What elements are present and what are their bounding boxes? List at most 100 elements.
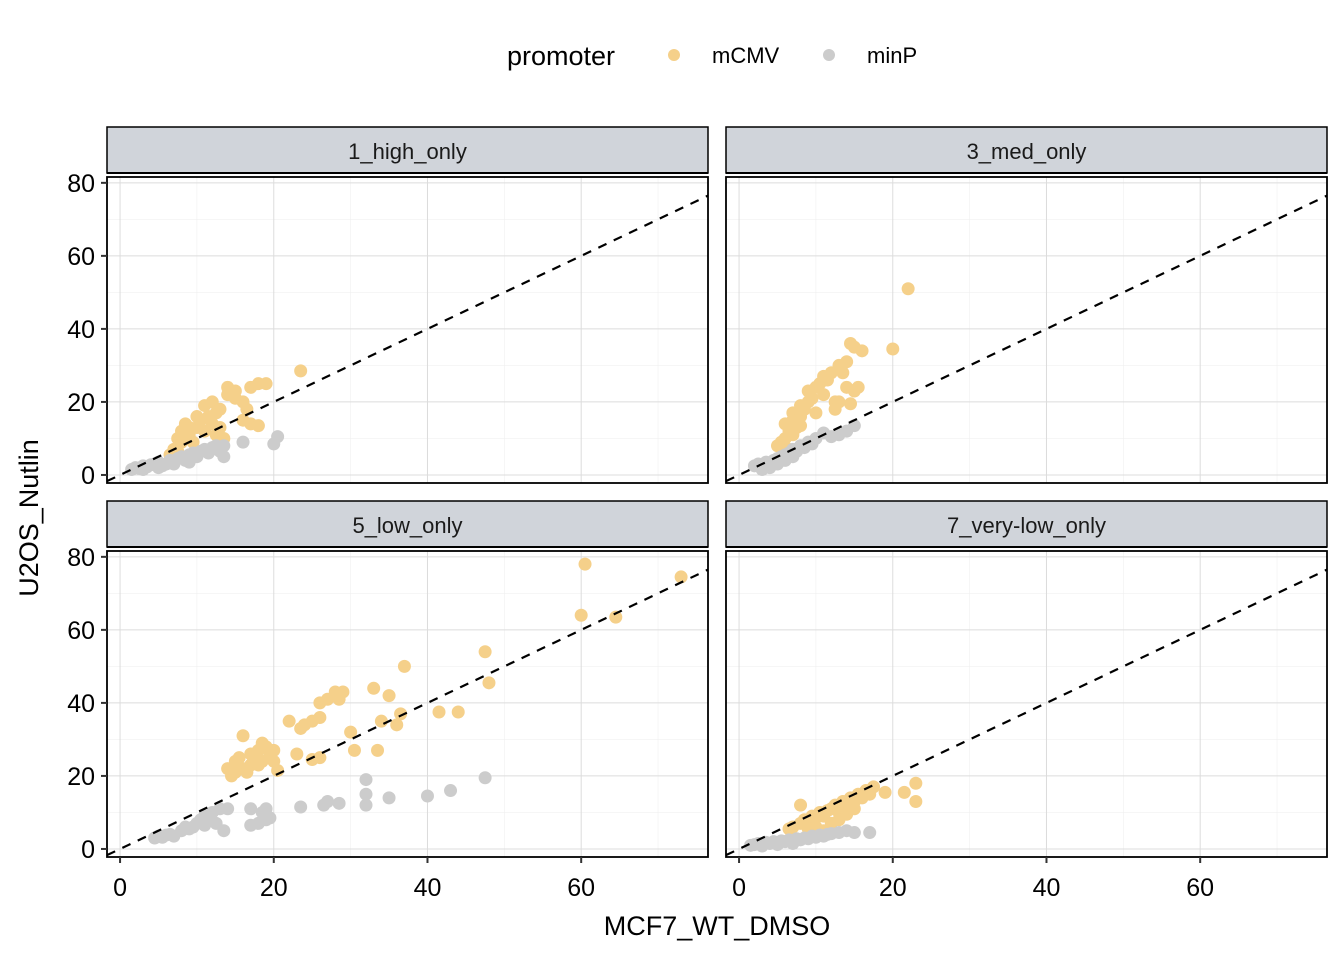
point-mCMV bbox=[832, 395, 846, 409]
legend-label-mcmv: mCMV bbox=[712, 43, 780, 68]
point-mCMV bbox=[190, 410, 204, 424]
point-minP bbox=[420, 789, 434, 803]
point-mCMV bbox=[374, 714, 388, 728]
point-minP bbox=[221, 802, 235, 816]
point-mCMV bbox=[817, 388, 831, 402]
point-mCMV bbox=[347, 743, 361, 757]
point-mCMV bbox=[313, 751, 327, 765]
point-mCMV bbox=[371, 743, 385, 757]
point-minP bbox=[359, 798, 373, 812]
point-minP bbox=[167, 457, 181, 471]
y-tick-label: 60 bbox=[67, 243, 95, 271]
x-tick-label: 60 bbox=[567, 874, 595, 902]
point-mCMV bbox=[805, 391, 819, 405]
legend-title: promoter bbox=[507, 41, 615, 71]
point-minP bbox=[217, 824, 231, 838]
point-minP bbox=[478, 771, 492, 785]
point-mCMV bbox=[897, 785, 911, 799]
identity-reference-line bbox=[725, 568, 1328, 857]
y-tick-label: 0 bbox=[81, 462, 95, 490]
point-mCMV bbox=[382, 689, 396, 703]
panel-border bbox=[725, 550, 1328, 858]
point-mCMV bbox=[236, 729, 250, 743]
point-mCMV bbox=[251, 419, 265, 433]
x-tick-label: 0 bbox=[732, 874, 746, 902]
point-mCMV bbox=[832, 813, 846, 827]
point-minP bbox=[359, 787, 373, 801]
y-tick-label: 40 bbox=[67, 690, 95, 718]
point-minP bbox=[217, 450, 231, 464]
y-tick-label: 20 bbox=[67, 763, 95, 791]
point-minP bbox=[755, 839, 769, 853]
y-tick-label: 80 bbox=[67, 544, 95, 572]
point-minP bbox=[217, 439, 231, 453]
point-mCMV bbox=[794, 419, 808, 433]
point-mCMV bbox=[367, 681, 381, 695]
y-axis-title: U2OS_Nutlin bbox=[14, 439, 44, 597]
x-tick-label: 40 bbox=[1033, 874, 1061, 902]
point-mCMV bbox=[867, 780, 881, 794]
point-minP bbox=[271, 430, 285, 444]
point-mCMV bbox=[313, 711, 327, 725]
point-mCMV bbox=[909, 794, 923, 808]
point-minP bbox=[770, 838, 784, 852]
point-mCMV bbox=[294, 364, 308, 378]
point-mCMV bbox=[255, 754, 269, 768]
point-mCMV bbox=[394, 707, 408, 721]
x-tick-label: 60 bbox=[1186, 874, 1214, 902]
point-mCMV bbox=[786, 428, 800, 442]
y-tick-label: 60 bbox=[67, 617, 95, 645]
point-mCMV bbox=[344, 725, 358, 739]
point-mCMV bbox=[451, 705, 465, 719]
x-tick-label: 20 bbox=[879, 874, 907, 902]
point-minP bbox=[321, 794, 335, 808]
point-mCMV bbox=[901, 282, 915, 296]
panel-border bbox=[106, 550, 709, 858]
point-mCMV bbox=[609, 610, 623, 624]
y-tick-label: 0 bbox=[81, 836, 95, 864]
facet-panel-1_high_only: 1_high_only 0 20 40 60 80 bbox=[67, 126, 709, 490]
identity-reference-line bbox=[725, 194, 1328, 483]
point-mCMV bbox=[259, 377, 273, 391]
x-tick-label: 40 bbox=[414, 874, 442, 902]
facet-strip-label: 3_med_only bbox=[967, 139, 1087, 164]
facet-panel-3_med_only: 3_med_only bbox=[725, 126, 1328, 484]
legend: promoter mCMV minP bbox=[507, 41, 917, 71]
point-mCMV bbox=[855, 344, 869, 358]
point-mCMV bbox=[397, 659, 411, 673]
point-mCMV bbox=[844, 397, 858, 411]
point-mCMV bbox=[232, 751, 246, 765]
legend-label-minp: minP bbox=[867, 43, 917, 68]
point-mCMV bbox=[182, 420, 196, 434]
point-minP bbox=[359, 773, 373, 787]
point-mCMV bbox=[794, 798, 808, 812]
point-mCMV bbox=[851, 380, 865, 394]
point-minP bbox=[863, 826, 877, 840]
point-mCMV bbox=[186, 435, 200, 449]
point-minP bbox=[332, 796, 346, 810]
point-mCMV bbox=[482, 676, 496, 690]
facet-strip-label: 1_high_only bbox=[348, 139, 467, 164]
facet-panel-7_very-low_only: 7_very-low_only 0 20 40 60 bbox=[725, 500, 1328, 902]
x-tick-label: 20 bbox=[260, 874, 288, 902]
facet-strip bbox=[106, 126, 709, 174]
facet-panel-5_low_only: 5_low_only 0 20 40 60 80 0 20 40 60 bbox=[67, 500, 709, 902]
point-mCMV bbox=[213, 402, 227, 416]
point-mCMV bbox=[836, 366, 850, 380]
y-tick-label: 80 bbox=[67, 170, 95, 198]
y-tick-label: 40 bbox=[67, 316, 95, 344]
point-minP bbox=[236, 435, 250, 449]
facet-strip bbox=[725, 126, 1328, 174]
point-minP bbox=[151, 461, 165, 475]
identity-reference-line bbox=[106, 568, 709, 857]
point-mCMV bbox=[674, 570, 688, 584]
x-tick-label: 0 bbox=[113, 874, 127, 902]
point-minP bbox=[786, 836, 800, 850]
point-mCMV bbox=[267, 743, 281, 757]
point-minP bbox=[294, 800, 308, 814]
panel-border bbox=[725, 176, 1328, 484]
point-minP bbox=[244, 802, 258, 816]
facet-strip-label: 7_very-low_only bbox=[947, 513, 1106, 538]
point-mCMV bbox=[574, 608, 588, 622]
